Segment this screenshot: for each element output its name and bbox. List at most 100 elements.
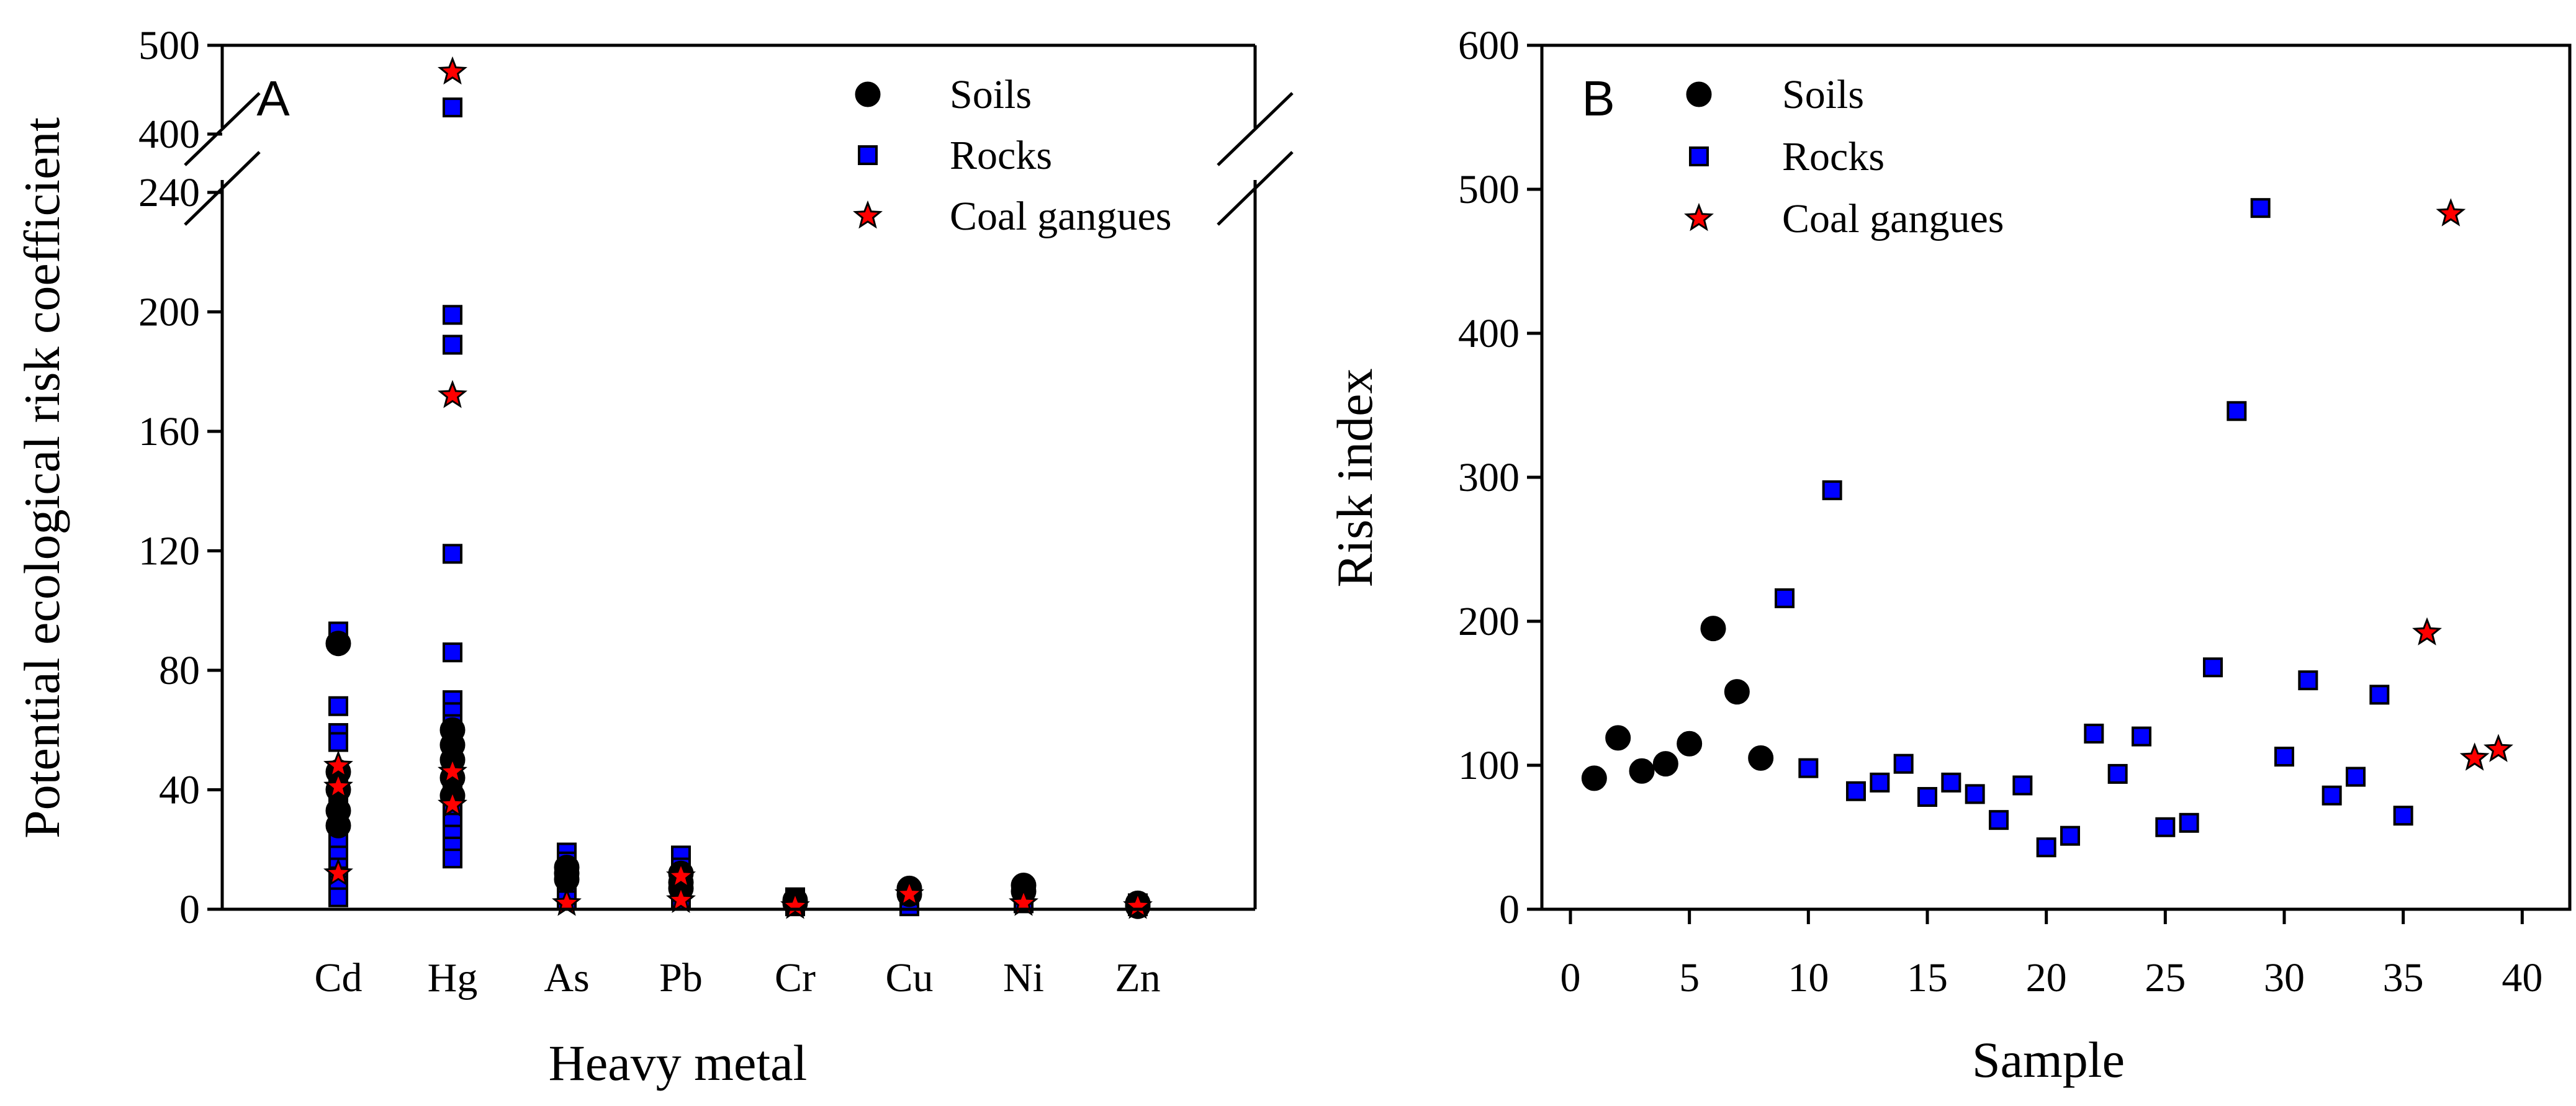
panel-b-point-square [2107,763,2128,784]
panel-a-point-square [328,887,348,907]
panel-b-point-circle [1700,616,1726,642]
panel-a-x-tick-label: Cd [314,955,362,1000]
panel-b-point-square [2250,198,2271,218]
panel-a: 0 40 80 120 160 200 240 400 500 Cd Hg As Pb Cr Cu Ni Zn… [14,23,1294,1091]
panel-a-point-star [438,789,467,817]
panel-a-data-points [323,56,1153,919]
panel-a-y-tick-label: 160 [138,409,200,454]
panel-a-point-star [780,891,810,919]
panel-a-point-circle [325,631,351,657]
panel-b-point-square [2322,785,2342,806]
panel-b-y-ticks: 0 100 200 300 400 500 600 [1458,23,1542,932]
panel-a-x-tick-label: Cr [775,955,816,1000]
panel-a-point-square [443,848,462,869]
panel-b-y-tick-label: 200 [1458,599,1520,644]
panel-b-point-square [1989,810,2009,830]
panel-a-point-star [438,380,467,408]
panel-a-point-star [438,56,467,85]
panel-a-y-ticks: 0 40 80 120 160 200 240 400 500 [138,23,222,932]
panel-b-point-square [2227,401,2247,421]
panel-a-label: A [256,71,290,126]
panel-b-x-tick-label: 25 [2145,955,2186,1000]
panel-b-x-tick-label: 10 [1788,955,1829,1000]
panel-b-point-square [1846,781,1866,801]
panel-b-point-circle [1748,745,1774,771]
panel-a-point-star [1123,891,1153,919]
panel-b-point-square [1870,772,1890,793]
panel-b-legend-marker-square [1689,146,1709,166]
panel-a-y-tick-label: 400 [138,112,200,157]
panel-b-y-tick-label: 0 [1499,887,1520,932]
panel-b-point-square [2012,775,2033,796]
panel-b-x-tick-label: 35 [2383,955,2424,1000]
panel-b-x-tick-label: 40 [2502,955,2542,1000]
panel-b-legend-marker-circle [1686,81,1712,107]
panel-b-point-square [2132,726,2151,747]
panel-b-point-square [2203,657,2223,678]
panel-b-point-square [2393,806,2413,826]
panel-b-y-tick-label: 300 [1458,455,1520,500]
panel-b-point-circle [1581,765,1607,791]
panel-a-point-star [666,884,696,913]
panel-b-point-circle [1652,751,1678,777]
panel-a-legend-label: Coal gangues [950,194,1171,239]
panel-b-y-tick-label: 500 [1458,167,1520,212]
panel-b-legend-label: Coal gangues [1782,196,2004,241]
panel-a-legend-marker-square [858,145,878,165]
panel-b-point-square [2036,837,2056,858]
panel-b-point-star [2436,198,2466,227]
panel-a-axis-break-right-2 [1217,151,1294,226]
panel-a-point-square [443,97,462,118]
panel-b-y-tick-label: 100 [1458,743,1520,788]
panel-b-point-circle [1605,725,1631,751]
panel-a-y-tick-label: 40 [159,768,200,813]
panel-a-point-square [328,732,348,752]
panel-b-point-square [1775,588,1795,608]
panel-b-point-square [1917,787,1937,807]
panel-a-point-star [323,771,353,800]
panel-a-point-circle [325,812,351,838]
panel-b-x-tick-label: 30 [2264,955,2305,1000]
panel-b-point-square [1941,772,1961,793]
panel-a-point-square [443,544,462,564]
panel-b-point-star [2412,617,2442,645]
panel-a-x-tick-label: Zn [1115,955,1160,1000]
panel-b: 0 100 200 300 400 500 600 0 5 10 15 20 25 30 35 40 Sam… [1326,23,2572,1088]
panel-a-x-ticks: Cd Hg As Pb Cr Cu Ni Zn [314,955,1160,1000]
panel-a-x-tick-label: Ni [1003,955,1044,1000]
panel-a-y-tick-label: 500 [138,23,200,68]
panel-a-point-star [323,858,353,886]
panel-a-legend-label: Soils [950,72,1032,117]
panel-a-point-star [438,756,467,785]
panel-b-point-square [1893,753,1914,774]
panel-b-x-tick-label: 5 [1679,955,1700,1000]
panel-b-point-circle [1629,758,1655,784]
panel-b-point-circle [1724,679,1750,705]
panel-b-point-square [1965,784,1985,804]
panel-a-y-tick-label: 200 [138,290,200,335]
panel-b-point-star [2484,734,2513,762]
panel-a-legend-marker-circle [855,81,881,107]
panel-a-x-tick-label: Hg [428,955,478,1000]
panel-b-y-tick-label: 600 [1458,23,1520,68]
panel-b-label: B [1582,71,1615,126]
panel-b-legend-marker-star [1684,202,1714,232]
panel-b-x-ticks: 0 5 10 15 20 25 30 35 40 [1560,909,2542,1000]
panel-b-point-square [2084,723,2104,744]
panel-b-plot-frame [1540,43,2572,911]
panel-a-x-tick-label: Cu [885,955,933,1000]
panel-a-y-tick-label: 0 [179,887,200,932]
panel-b-x-tick-label: 0 [1560,955,1581,1000]
panel-b-point-square [2274,747,2294,767]
panel-a-point-square [328,696,348,716]
panel-a-x-axis-label: Heavy metal [549,1035,808,1091]
panel-b-point-square [1798,758,1819,778]
panel-a-x-tick-label: Pb [659,955,703,1000]
panel-a-y-axis-label: Potential ecological risk coefficient [14,117,70,838]
panel-b-point-square [2346,767,2366,787]
panel-a-y-tick-label: 120 [138,529,200,574]
panel-a-y-tick-label: 240 [138,170,200,215]
panel-a-legend-label: Rocks [950,133,1052,178]
panel-b-point-circle [1677,731,1703,757]
